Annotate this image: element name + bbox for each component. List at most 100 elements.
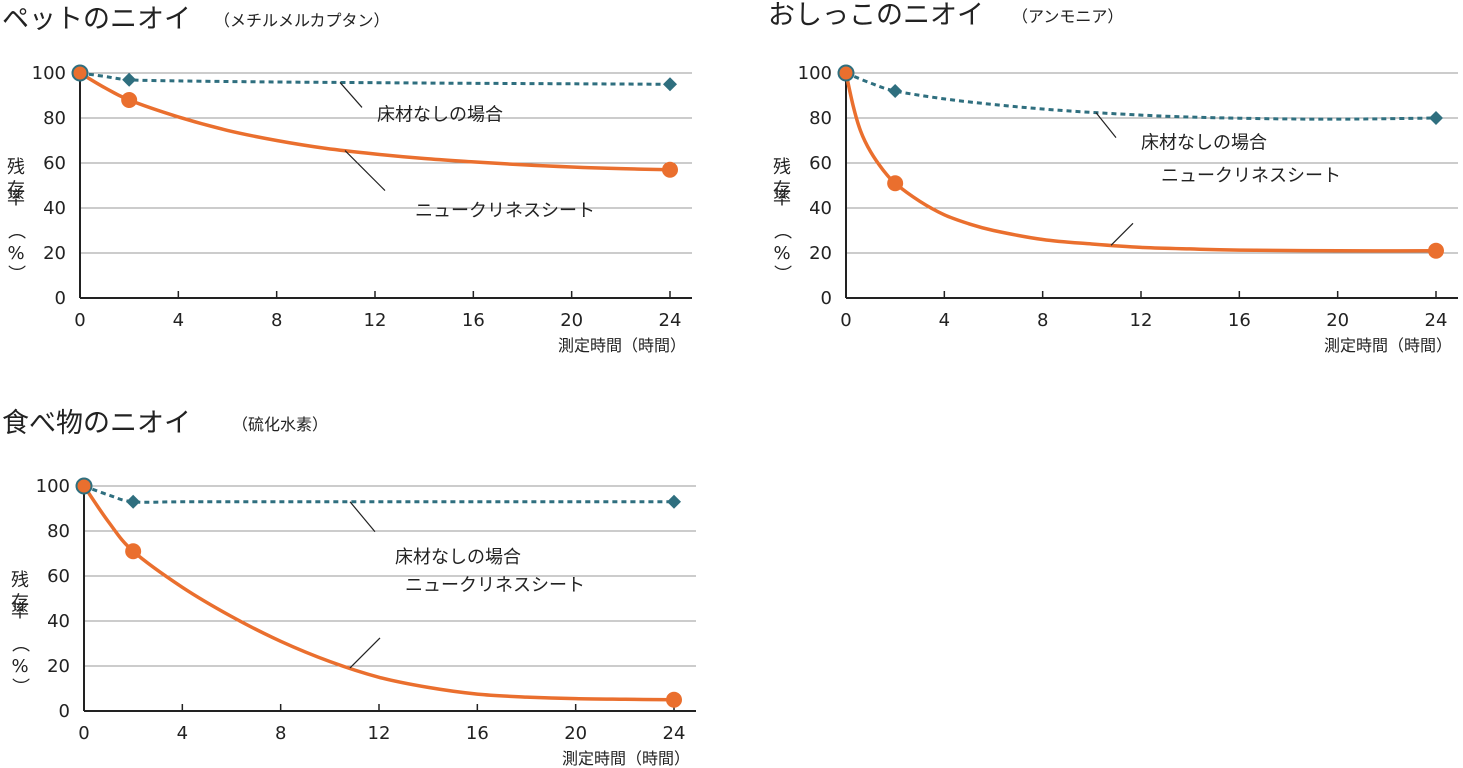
y-tick-label: 80 — [809, 108, 832, 129]
x-tick-label: 0 — [74, 310, 85, 331]
y-axis-label-char: 残 — [773, 157, 791, 178]
y-axis-label-char: % — [773, 243, 790, 264]
chart-food-odor: 食べ物のニオイ （硫化水素） 0 20 40 60 80 100 0 4 8 12 16 20 24 測定… — [2, 408, 696, 768]
y-axis-label-char: （ — [9, 635, 30, 653]
y-axis-label-char: （ — [771, 222, 792, 240]
y-tick-label: 40 — [47, 611, 70, 632]
x-axis-label: 測定時間（時間） — [558, 336, 686, 355]
annotation-leader — [349, 501, 376, 533]
x-tick-label: 20 — [560, 310, 583, 331]
data-point-diamond — [126, 494, 141, 509]
annotation-leader — [339, 82, 363, 108]
data-point-circle — [662, 161, 678, 178]
x-tick-label: 8 — [271, 310, 282, 331]
series-line-newcleanness — [844, 72, 1437, 253]
y-tick-label: 60 — [43, 153, 66, 174]
y-axis-label-char: % — [11, 656, 28, 677]
chart-panel-food-odor: 食べ物のニオイ （硫化水素） 0 20 40 60 80 100 0 4 8 12 16 20 24 測定… — [0, 398, 720, 768]
data-point-diamond — [667, 494, 681, 509]
y-axis-label-char: 率 — [11, 601, 29, 622]
x-tick-label: 24 — [1425, 310, 1448, 331]
y-axis-label-char: 存 — [7, 180, 25, 201]
chart-pet-odor: ペットのニオイ （メチルメルカプタン） 0 20 40 60 80 100 0 4 8 12 16 2… — [2, 4, 692, 355]
annotation-leader — [1110, 222, 1134, 246]
x-tick-label: 20 — [564, 723, 587, 744]
series-label: ニュークリネスシート — [405, 575, 585, 596]
x-tick-label: 20 — [1326, 310, 1349, 331]
annotation-leader — [1095, 112, 1117, 138]
x-axis-label: 測定時間（時間） — [562, 749, 690, 768]
x-tick-label: 16 — [1228, 310, 1251, 331]
y-axis-label-char: 存 — [11, 593, 29, 614]
x-axis-label: 測定時間（時間） — [1324, 336, 1452, 355]
y-tick-label: 40 — [809, 198, 832, 219]
x-tick-label: 8 — [275, 723, 286, 744]
data-point-start — [837, 64, 855, 82]
x-tick-label: 8 — [1037, 310, 1048, 331]
series-label: ニュークリネスシート — [1161, 165, 1341, 186]
y-tick-label: 0 — [821, 288, 832, 309]
y-tick-label: 60 — [809, 153, 832, 174]
x-tick-label: 0 — [840, 310, 851, 331]
y-tick-label: 100 — [798, 63, 832, 84]
x-tick-label: 24 — [663, 723, 686, 744]
x-tick-label: 12 — [364, 310, 387, 331]
chart-panel-urine-odor: おしっこのニオイ （アンモニア） 0 20 40 60 80 100 0 4 8 12 16 20 24… — [766, 0, 1463, 370]
data-point-circle — [1428, 242, 1444, 259]
y-tick-label: 80 — [47, 521, 70, 542]
y-tick-label: 60 — [47, 566, 70, 587]
data-point-circle — [887, 175, 904, 192]
series-label: 床材なしの場合 — [1141, 133, 1267, 154]
data-point-circle — [121, 92, 138, 108]
chart-subtitle: （アンモニア） — [1012, 7, 1123, 26]
x-tick-label: 4 — [939, 310, 950, 331]
y-axis-label-char: 残 — [7, 157, 25, 178]
data-point-start — [75, 477, 93, 495]
x-tick-label: 0 — [78, 723, 89, 744]
series-line-newcleanness — [82, 485, 675, 702]
y-tick-label: 20 — [809, 243, 832, 264]
y-axis-label-char: 率 — [773, 188, 791, 209]
y-tick-label: 40 — [43, 198, 66, 219]
y-tick-label: 20 — [43, 243, 66, 264]
data-point-diamond — [663, 77, 677, 92]
data-point-start — [71, 64, 89, 82]
data-point-circle — [125, 543, 142, 560]
x-tick-label: 4 — [173, 310, 184, 331]
data-point-diamond — [122, 72, 137, 87]
series-label: 床材なしの場合 — [395, 547, 521, 568]
x-tick-label: 16 — [462, 310, 485, 331]
y-axis-label-char: 存 — [773, 180, 791, 201]
data-point-diamond — [888, 84, 903, 98]
y-axis-label-char: ） — [5, 265, 26, 283]
y-tick-label: 0 — [59, 701, 70, 722]
series-line-no-floor — [79, 71, 671, 86]
series-label: 床材なしの場合 — [377, 104, 503, 125]
y-tick-label: 100 — [32, 63, 66, 84]
chart-title: ペットのニオイ — [2, 4, 191, 35]
x-tick-label: 12 — [368, 723, 391, 744]
x-tick-label: 16 — [466, 723, 489, 744]
y-axis-label-char: 残 — [11, 570, 29, 591]
chart-title: 食べ物のニオイ — [2, 408, 191, 439]
x-tick-label: 12 — [1130, 310, 1153, 331]
x-tick-label: 24 — [659, 310, 682, 331]
series-line-newcleanness — [79, 71, 671, 172]
data-point-circle — [666, 691, 682, 708]
chart-subtitle: （硫化水素） — [232, 415, 328, 434]
chart-title: おしっこのニオイ — [768, 0, 984, 31]
series-label: ニュークリネスシート — [415, 201, 595, 222]
annotation-leader — [349, 637, 381, 669]
chart-urine-odor: おしっこのニオイ （アンモニア） 0 20 40 60 80 100 0 4 8 12 16 20 24… — [768, 0, 1458, 355]
x-tick-label: 4 — [177, 723, 188, 744]
y-axis-label-char: ） — [771, 265, 792, 283]
y-axis-label-char: （ — [5, 222, 26, 240]
y-axis-label-char: ） — [9, 678, 30, 696]
y-axis-label-char: 率 — [7, 188, 25, 209]
series-line-no-floor — [83, 484, 674, 504]
y-tick-label: 80 — [43, 108, 66, 129]
series-line-no-floor — [845, 71, 1437, 121]
y-tick-label: 20 — [47, 656, 70, 677]
chart-subtitle: （メチルメルカプタン） — [214, 11, 390, 30]
y-tick-label: 100 — [36, 476, 70, 497]
